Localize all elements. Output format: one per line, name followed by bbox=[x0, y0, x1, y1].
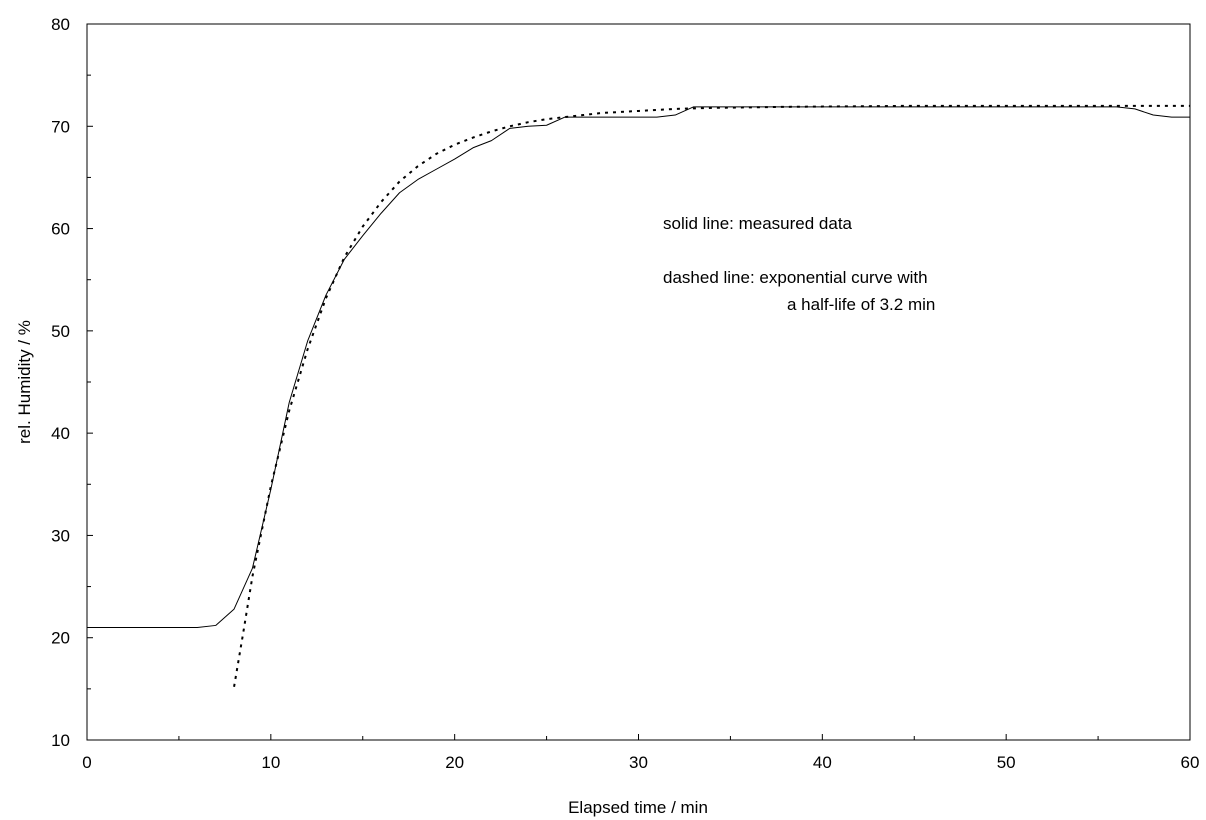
annotation-dashed-line: dashed line: exponential curve with bbox=[663, 268, 928, 287]
series-group bbox=[87, 104, 1190, 687]
y-tick-label: 60 bbox=[51, 220, 70, 239]
exponential-fit-line bbox=[233, 104, 1190, 687]
y-tick-label: 30 bbox=[51, 526, 70, 545]
x-tick-label: 40 bbox=[813, 753, 832, 772]
y-tick-label: 80 bbox=[51, 15, 70, 34]
y-tick-label: 10 bbox=[51, 731, 70, 750]
y-tick-label: 50 bbox=[51, 322, 70, 341]
y-tick-label: 20 bbox=[51, 629, 70, 648]
ticks-group: 0 10 20 30 40 50 60 10 20 30 40 50 60 70 80 bbox=[51, 15, 1199, 772]
x-axis-label: Elapsed time / min bbox=[568, 798, 708, 817]
x-tick-label: 0 bbox=[82, 753, 91, 772]
x-tick-label: 30 bbox=[629, 753, 648, 772]
annotation-half-life: a half-life of 3.2 min bbox=[787, 295, 935, 314]
y-tick-label: 40 bbox=[51, 424, 70, 443]
x-tick-label: 10 bbox=[261, 753, 280, 772]
y-tick-label: 70 bbox=[51, 117, 70, 136]
measured-data-line bbox=[87, 106, 1190, 628]
plot-frame bbox=[86, 23, 1191, 741]
axes-group bbox=[86, 23, 1191, 741]
x-tick-label: 50 bbox=[997, 753, 1016, 772]
y-axis-label: rel. Humidity / % bbox=[15, 320, 34, 444]
annotation-solid-line: solid line: measured data bbox=[663, 214, 853, 233]
x-tick-label: 20 bbox=[445, 753, 464, 772]
x-tick-label: 60 bbox=[1181, 753, 1200, 772]
